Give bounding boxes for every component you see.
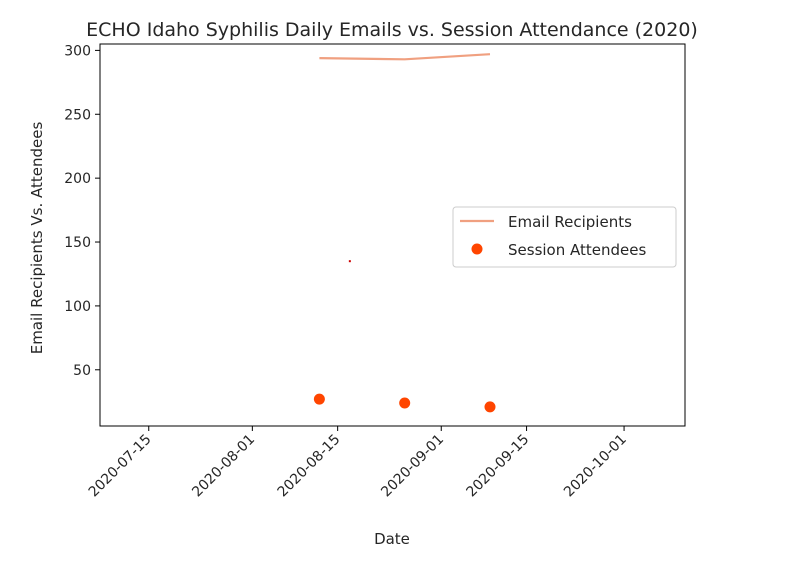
- data-point-session-attendees: [484, 401, 496, 413]
- annotation-marker: [348, 260, 351, 263]
- x-axis: 2020-07-15 2020-08-01 2020-08-15 2020-09-01…: [86, 426, 630, 500]
- y-tick-label: 250: [64, 107, 91, 123]
- series-line-email-recipients: [319, 53, 491, 61]
- y-axis: 50 100 150 200 250 300: [64, 43, 100, 379]
- data-point-session-attendees: [313, 393, 325, 405]
- y-axis-label: Email Recipients Vs. Attendees: [28, 122, 46, 355]
- y-tick-label: 300: [64, 43, 91, 59]
- x-axis-label: Date: [374, 530, 410, 548]
- x-tick-label: 2020-08-15: [275, 432, 344, 501]
- x-tick-label: 2020-09-15: [464, 432, 533, 501]
- legend-swatch-session-attendees: [471, 243, 483, 255]
- plot-area: [313, 53, 496, 413]
- legend-label-email-recipients: Email Recipients: [508, 213, 632, 231]
- plot-frame: [99, 43, 686, 427]
- x-tick-label: 2020-08-01: [189, 432, 258, 501]
- legend-label-session-attendees: Session Attendees: [508, 241, 646, 259]
- data-point-session-attendees: [399, 397, 411, 409]
- x-tick-label: 2020-10-01: [561, 432, 630, 501]
- y-tick-label: 200: [64, 171, 91, 187]
- chart-title: ECHO Idaho Syphilis Daily Emails vs. Ses…: [86, 19, 698, 41]
- y-tick-label: 50: [73, 363, 91, 379]
- y-tick-label: 100: [64, 299, 91, 315]
- legend: Email Recipients Session Attendees: [452, 206, 677, 268]
- y-tick-label: 150: [64, 235, 91, 251]
- x-tick-label: 2020-07-15: [86, 432, 155, 501]
- x-tick-label: 2020-09-01: [378, 432, 447, 501]
- legend-box: [452, 206, 677, 268]
